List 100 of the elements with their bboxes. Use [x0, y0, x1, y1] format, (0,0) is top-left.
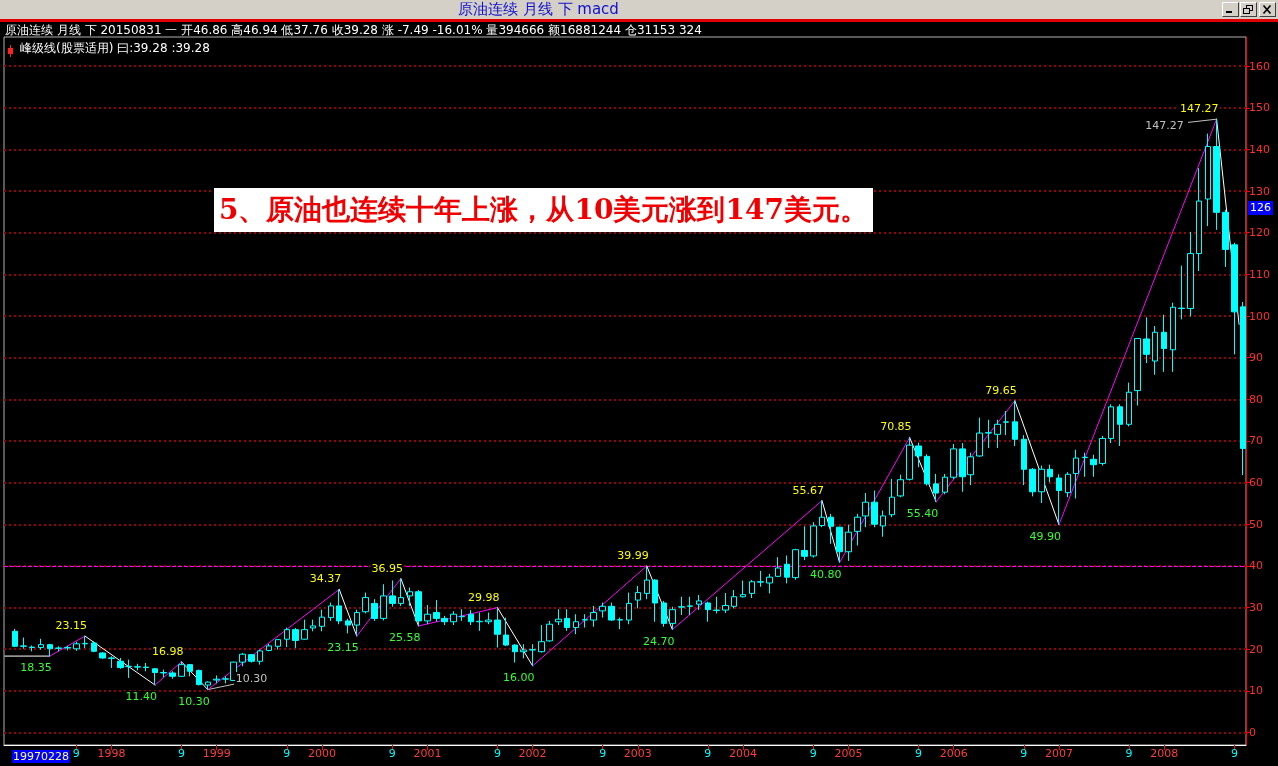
candlestick	[292, 627, 299, 649]
candlestick	[933, 473, 939, 503]
candlestick	[187, 663, 193, 677]
candlestick	[239, 652, 246, 667]
candlestick	[836, 526, 843, 564]
candlestick	[635, 585, 641, 609]
candlestick	[871, 490, 878, 528]
candlestick	[424, 604, 431, 625]
candlestick	[1056, 473, 1062, 526]
x-tick-label: 2004	[729, 747, 758, 760]
candlestick	[301, 619, 308, 641]
candlestick	[854, 513, 861, 547]
candlestick	[1213, 118, 1220, 231]
data-label: 55.67	[792, 483, 825, 497]
y-tick-label: 20	[1249, 642, 1263, 656]
candlestick	[906, 436, 913, 482]
candlestick	[362, 592, 369, 614]
x-tick-label: 9	[704, 747, 712, 760]
chart-title: 原油连续 月线 下 macd	[458, 0, 619, 18]
data-label: 25.58	[388, 630, 421, 644]
x-tick-label: 2005	[834, 747, 863, 760]
x-tick-label: 2000	[307, 747, 336, 760]
data-label: 55.40	[906, 506, 939, 520]
y-tick-label: 160	[1249, 59, 1270, 73]
candlestick	[1231, 242, 1238, 355]
y-tick-label: 40	[1249, 559, 1263, 573]
candlestick	[1222, 209, 1229, 268]
y-tick-label: 130	[1249, 184, 1270, 198]
candlestick	[880, 510, 886, 538]
candlestick	[1029, 467, 1036, 497]
candlestick	[55, 645, 62, 652]
data-label: 147.27	[1180, 102, 1219, 116]
candlestick	[819, 500, 825, 528]
candlestick	[205, 680, 211, 691]
y-tick-label: 100	[1249, 309, 1270, 323]
candlestick	[924, 453, 930, 487]
candlestick	[1073, 449, 1079, 499]
candlestick	[555, 608, 562, 626]
data-label: 39.99	[617, 548, 649, 562]
candlestick	[1082, 452, 1088, 478]
candlestick	[380, 583, 387, 621]
candlestick	[669, 606, 676, 631]
candlestick	[889, 478, 895, 518]
annotation: 10.30	[234, 672, 269, 686]
candlestick	[1047, 464, 1053, 483]
y-tick-label: 70	[1249, 434, 1263, 448]
candlestick	[503, 617, 509, 647]
x-tick-label: 2001	[413, 747, 442, 760]
y-tick-label: 90	[1249, 351, 1263, 365]
candlestick	[1152, 325, 1158, 376]
data-label: 34.37	[309, 572, 342, 586]
x-tick-label: 2002	[518, 747, 547, 760]
candlestick	[275, 638, 281, 651]
candlestick	[942, 473, 948, 495]
candlestick	[801, 525, 808, 561]
candlestick	[1187, 231, 1194, 317]
candlestick	[678, 596, 685, 616]
candlestick	[994, 419, 1001, 449]
candlestick	[152, 667, 158, 686]
candlestick	[20, 637, 27, 650]
candlestick	[266, 643, 272, 652]
candlestick	[494, 607, 501, 649]
candlestick	[626, 592, 632, 625]
x-tick-label: 9	[178, 747, 186, 760]
data-label: 11.40	[125, 690, 158, 704]
candlestick	[29, 644, 35, 652]
candlestick	[792, 548, 799, 581]
candlestick	[617, 617, 623, 630]
candlestick	[1003, 410, 1009, 436]
y-tick-label: 80	[1249, 392, 1263, 406]
candlestick	[608, 602, 615, 622]
candlestick	[1205, 133, 1211, 227]
data-label: 49.90	[1029, 529, 1061, 543]
candlestick	[644, 565, 650, 600]
data-label: 79.65	[985, 383, 1017, 397]
x-tick-label: 2006	[939, 747, 968, 760]
candlestick	[485, 612, 492, 625]
data-label: 40.80	[810, 567, 842, 581]
candlestick	[1038, 465, 1045, 504]
candlestick	[784, 555, 790, 584]
candlestick	[1196, 167, 1202, 272]
candlestick	[661, 600, 667, 628]
candlestick	[1108, 403, 1114, 444]
annotation: 147.27	[1144, 119, 1185, 133]
candlestick	[705, 601, 711, 623]
candlestick	[38, 638, 44, 651]
x-tick-label: 2003	[623, 747, 652, 760]
candlestick	[573, 613, 579, 635]
candlestick	[713, 596, 720, 614]
candlestick	[749, 579, 755, 599]
data-label: 24.70	[642, 634, 675, 648]
candlestick	[134, 663, 141, 671]
candlestick	[389, 579, 396, 608]
candlestick	[731, 589, 737, 609]
candlestick	[354, 609, 360, 637]
text: 19970228	[12, 750, 70, 763]
chart-subtitle: 原油连续 月线 下 20150831 一 开46.86 高46.94 低37.76 收39.28 涨 -7.49 -16.01% 量394666 额16881244 仓31153 324	[5, 23, 702, 37]
candlestick	[371, 598, 378, 622]
data-label: 10.30	[178, 694, 210, 708]
data-label: 70.85	[880, 420, 912, 434]
